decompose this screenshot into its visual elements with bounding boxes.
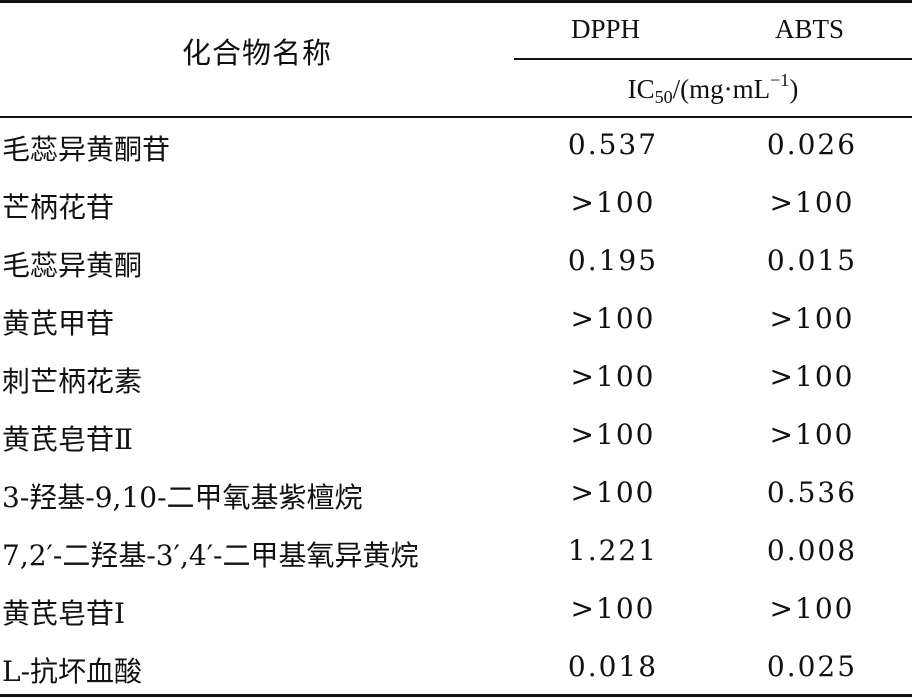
- dpph-value: >100: [570, 592, 656, 625]
- abts-header: ABTS: [775, 14, 845, 44]
- abts-value: >100: [769, 418, 855, 451]
- table-top-rule: [0, 0, 912, 3]
- table-row: 黄芪皂苷Ⅱ >100 >100: [0, 408, 912, 466]
- dpph-value: 0.195: [567, 244, 659, 277]
- table-bottom-rule: [0, 694, 912, 697]
- compound-name: 3-羟基-9,10-二甲氧基紫檀烷: [2, 481, 363, 514]
- abts-value: >100: [769, 592, 855, 625]
- unit-subscript: 50: [654, 87, 673, 107]
- unit-rest: /(mg·mL: [672, 74, 771, 104]
- table-row: L-抗坏血酸 0.018 0.025: [0, 640, 912, 698]
- dpph-value: >100: [570, 418, 656, 451]
- abts-value: 0.008: [766, 534, 858, 567]
- unit-main: IC: [627, 74, 655, 104]
- abts-value: 0.536: [766, 476, 858, 509]
- dpph-value: 1.221: [567, 534, 659, 567]
- header-bottom-rule: [0, 116, 912, 118]
- unit-superscript: −1: [770, 70, 790, 90]
- abts-value: 0.026: [766, 128, 858, 161]
- compound-name: 黄芪皂苷Ⅰ: [2, 597, 126, 630]
- compound-name: 刺芒柄花素: [2, 365, 143, 398]
- table-row: 黄芪甲苷 >100 >100: [0, 292, 912, 350]
- header-mid-rule: [514, 58, 912, 60]
- abts-value: 0.015: [766, 244, 858, 277]
- compound-name: 毛蕊异黄酮: [2, 249, 143, 282]
- dpph-value: >100: [570, 360, 656, 393]
- compound-name: 7,2′-二羟基-3′,4′-二甲基氧异黄烷: [2, 539, 419, 572]
- table-row: 3-羟基-9,10-二甲氧基紫檀烷 >100 0.536: [0, 466, 912, 524]
- unit-header: IC50/(mg·mL−1): [514, 70, 912, 108]
- compound-name: 黄芪甲苷: [2, 307, 115, 340]
- dpph-value: 0.018: [567, 650, 659, 683]
- abts-value: 0.025: [766, 650, 858, 683]
- table-row: 刺芒柄花素 >100 >100: [0, 350, 912, 408]
- compound-name: 黄芪皂苷Ⅱ: [2, 423, 134, 456]
- unit-close: ): [789, 74, 799, 104]
- compound-name-header: 化合物名称: [181, 36, 332, 70]
- dpph-value: >100: [570, 302, 656, 335]
- dpph-value: >100: [570, 476, 656, 509]
- dpph-header: DPPH: [571, 14, 641, 44]
- dpph-value: 0.537: [567, 128, 659, 161]
- table-row: 芒柄花苷 >100 >100: [0, 176, 912, 234]
- table-row: 毛蕊异黄酮苷 0.537 0.026: [0, 118, 912, 176]
- compound-name: 芒柄花苷: [2, 191, 115, 224]
- compound-name: 毛蕊异黄酮苷: [2, 133, 171, 166]
- abts-value: >100: [769, 186, 855, 219]
- table-row: 毛蕊异黄酮 0.195 0.015: [0, 234, 912, 292]
- table-row: 7,2′-二羟基-3′,4′-二甲基氧异黄烷 1.221 0.008: [0, 524, 912, 582]
- abts-value: >100: [769, 360, 855, 393]
- dpph-value: >100: [570, 186, 656, 219]
- table-row: 黄芪皂苷Ⅰ >100 >100: [0, 582, 912, 640]
- abts-value: >100: [769, 302, 855, 335]
- compound-name: L-抗坏血酸: [2, 655, 143, 688]
